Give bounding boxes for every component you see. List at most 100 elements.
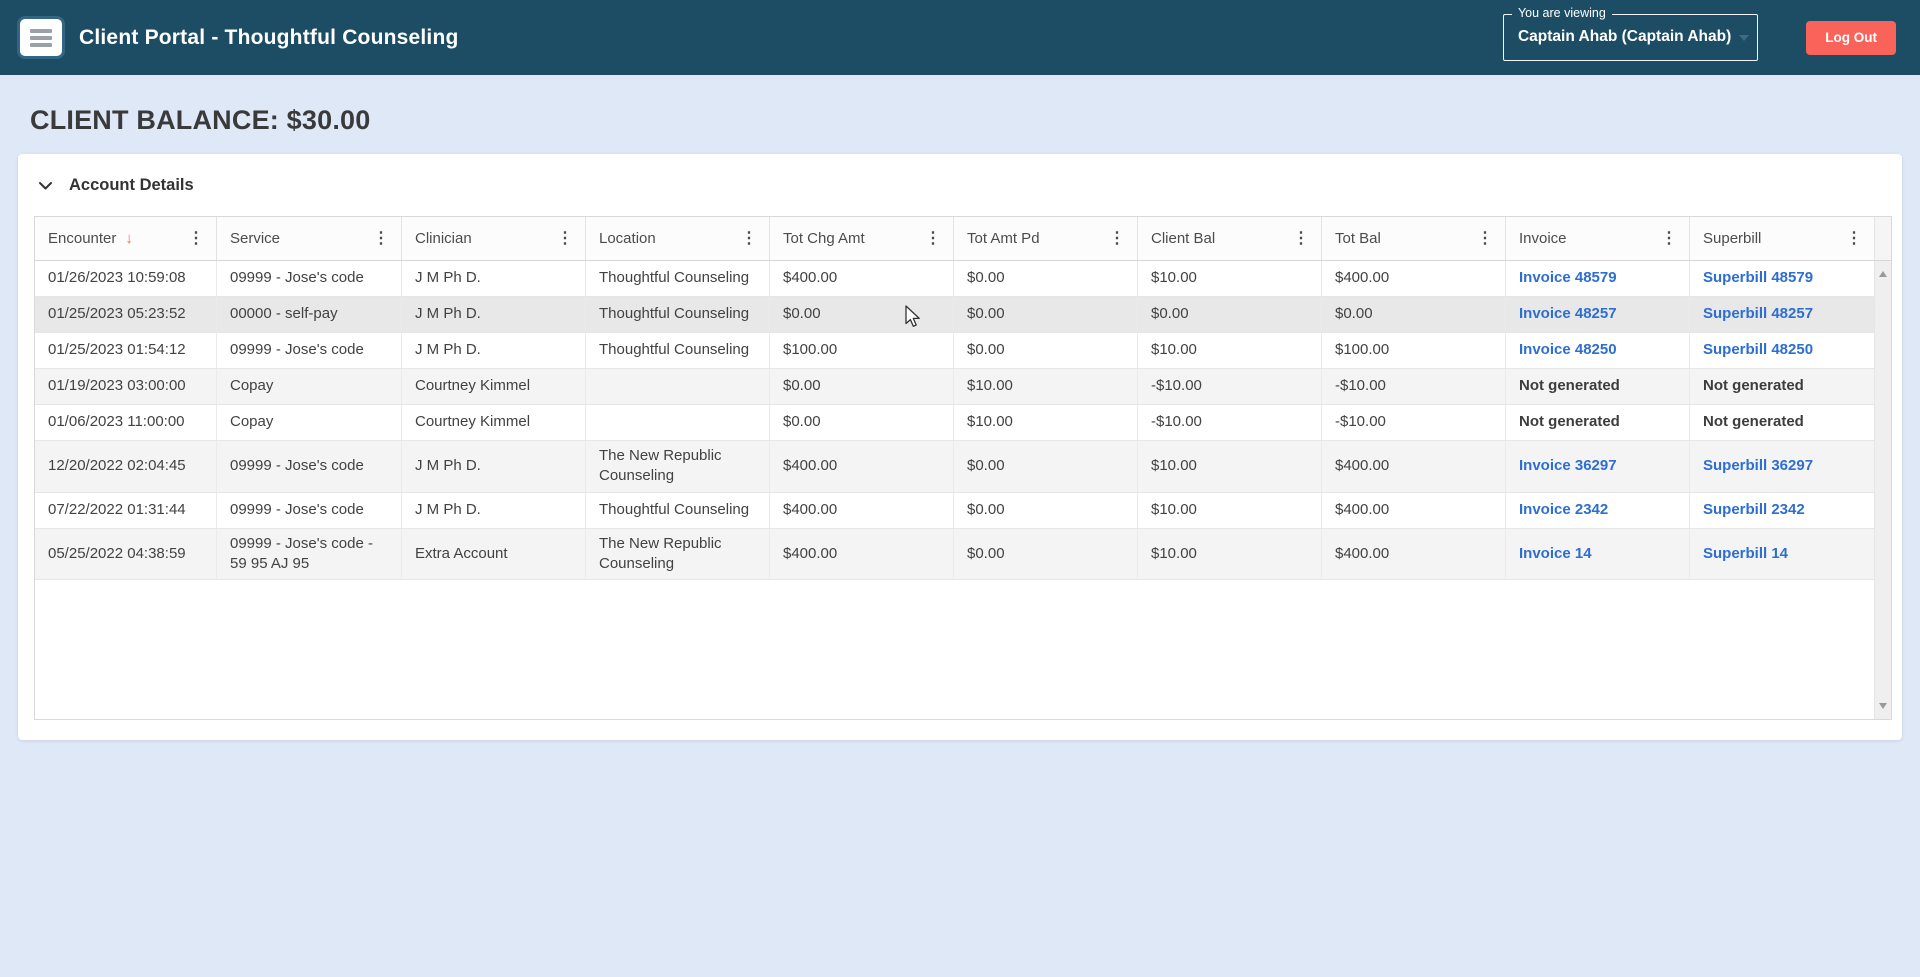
cell-client_bal: $0.00 [1137,297,1321,332]
tot_bal-text: $400.00 [1335,457,1390,475]
cell-service: 09999 - Jose's code - 59 95 AJ 95 [216,528,401,579]
column-menu-icon[interactable]: ⋮ [373,229,389,247]
invoice-link[interactable]: Invoice 14 [1519,544,1592,562]
grid-header-row: Encounter ↓ ⋮ Service ⋮ Clinician ⋮ Location ⋮ To… [35,217,1891,261]
scroll-down-icon[interactable] [1879,703,1887,709]
column-header-tot_chg_amt[interactable]: Tot Chg Amt ⋮ [769,217,953,260]
column-menu-icon[interactable]: ⋮ [1477,229,1493,247]
cell-clinician: J M Ph D. [401,441,585,492]
cell-clinician: Courtney Kimmel [401,405,585,440]
location-text: Thoughtful Counseling [599,341,750,359]
superbill-link[interactable]: Superbill 2342 [1703,500,1805,518]
cell-clinician: J M Ph D. [401,297,585,332]
column-header-invoice[interactable]: Invoice ⋮ [1505,217,1689,260]
viewing-selector[interactable]: You are viewing Captain Ahab (Captain Ah… [1502,6,1759,61]
tot_amt_pd-text: $10.00 [967,377,1013,395]
superbill-link[interactable]: Superbill 48250 [1703,341,1814,359]
invoice-link[interactable]: Invoice 48579 [1519,269,1617,287]
encounter-text: 05/25/2022 04:38:59 [48,544,186,562]
tot_bal-text: $400.00 [1335,500,1390,518]
clinician-text: Extra Account [415,544,508,562]
cell-client_bal: $10.00 [1137,492,1321,528]
tot_amt_pd-text: $0.00 [967,269,1005,287]
clinician-text: J M Ph D. [415,341,481,359]
cell-client_bal: $10.00 [1137,528,1321,579]
cell-encounter: 01/25/2023 05:23:52 [35,297,216,332]
cell-encounter: 01/06/2023 11:00:00 [35,405,216,440]
column-header-location[interactable]: Location ⋮ [585,217,769,260]
superbill-link[interactable]: Superbill 48257 [1703,305,1814,323]
clinician-text: J M Ph D. [415,269,481,287]
cell-superbill: Superbill 36297 [1689,441,1874,492]
location-text: Thoughtful Counseling [599,500,750,518]
cell-client_bal: $10.00 [1137,441,1321,492]
superbill-link[interactable]: Superbill 14 [1703,544,1789,562]
cell-location [585,369,769,404]
cell-tot_chg_amt: $400.00 [769,441,953,492]
scroll-up-icon[interactable] [1879,271,1887,277]
tot_bal-text: -$10.00 [1335,413,1386,431]
cell-tot_bal: $400.00 [1321,261,1505,296]
invoice-link[interactable]: Invoice 48257 [1519,305,1617,323]
column-header-client_bal[interactable]: Client Bal ⋮ [1137,217,1321,260]
column-menu-icon[interactable]: ⋮ [1109,229,1125,247]
tot_amt_pd-text: $0.00 [967,305,1005,323]
column-header-service[interactable]: Service ⋮ [216,217,401,260]
cell-invoice: Invoice 36297 [1505,441,1689,492]
invoice-link[interactable]: Invoice 2342 [1519,500,1609,518]
cell-tot_chg_amt: $100.00 [769,333,953,368]
superbill-link[interactable]: Superbill 36297 [1703,457,1814,475]
cell-superbill: Superbill 48579 [1689,261,1874,296]
column-menu-icon[interactable]: ⋮ [188,229,204,247]
superbill-not-generated: Not generated [1703,377,1804,395]
cell-superbill: Not generated [1689,369,1874,404]
cell-superbill: Not generated [1689,405,1874,440]
cell-service: 09999 - Jose's code [216,261,401,296]
table-row: 07/22/2022 01:31:44 09999 - Jose's code J … [35,492,1874,529]
column-menu-icon[interactable]: ⋮ [1661,229,1677,247]
invoice-link[interactable]: Invoice 48250 [1519,341,1617,359]
cell-client_bal: -$10.00 [1137,369,1321,404]
tot_chg_amt-text: $400.00 [783,269,838,287]
cell-encounter: 01/25/2023 01:54:12 [35,333,216,368]
column-label: Invoice [1519,230,1567,247]
hamburger-icon [30,28,52,33]
column-menu-icon[interactable]: ⋮ [741,229,757,247]
column-header-tot_amt_pd[interactable]: Tot Amt Pd ⋮ [953,217,1137,260]
cell-invoice: Invoice 48579 [1505,261,1689,296]
column-label: Tot Chg Amt [783,230,865,247]
table-row: 01/26/2023 10:59:08 09999 - Jose's code J … [35,261,1874,297]
tot_amt_pd-text: $0.00 [967,544,1005,562]
column-menu-icon[interactable]: ⋮ [925,229,941,247]
client_bal-text: -$10.00 [1151,413,1202,431]
tot_bal-text: $400.00 [1335,544,1390,562]
account-details-toggle[interactable]: Account Details [34,154,1892,216]
invoice-link[interactable]: Invoice 36297 [1519,457,1617,475]
table-row: 12/20/2022 02:04:45 09999 - Jose's code J … [35,441,1874,493]
cell-tot_chg_amt: $400.00 [769,261,953,296]
invoice-not-generated: Not generated [1519,377,1620,395]
column-menu-icon[interactable]: ⋮ [1846,229,1862,247]
service-text: 09999 - Jose's code [230,341,364,359]
app-title: Client Portal - Thoughtful Counseling [79,25,459,49]
column-menu-icon[interactable]: ⋮ [1293,229,1309,247]
cell-tot_bal: $400.00 [1321,492,1505,528]
vertical-scrollbar[interactable] [1874,261,1891,719]
logout-button[interactable]: Log Out [1806,20,1896,55]
cell-clinician: J M Ph D. [401,333,585,368]
column-header-superbill[interactable]: Superbill ⋮ [1689,217,1874,260]
client_bal-text: -$10.00 [1151,377,1202,395]
column-label: Tot Amt Pd [967,230,1040,247]
column-header-encounter[interactable]: Encounter ↓ ⋮ [35,217,216,260]
cell-encounter: 05/25/2022 04:38:59 [35,529,216,580]
cell-tot_amt_pd: $0.00 [953,528,1137,579]
service-text: Copay [230,377,274,395]
superbill-link[interactable]: Superbill 48579 [1703,269,1814,287]
hamburger-menu-button[interactable] [20,19,62,56]
cell-encounter: 12/20/2022 02:04:45 [35,441,216,492]
column-menu-icon[interactable]: ⋮ [557,229,573,247]
column-header-clinician[interactable]: Clinician ⋮ [401,217,585,260]
column-header-tot_bal[interactable]: Tot Bal ⋮ [1321,217,1505,260]
header-scrollbar-spacer [1874,217,1891,260]
clinician-text: J M Ph D. [415,305,481,323]
